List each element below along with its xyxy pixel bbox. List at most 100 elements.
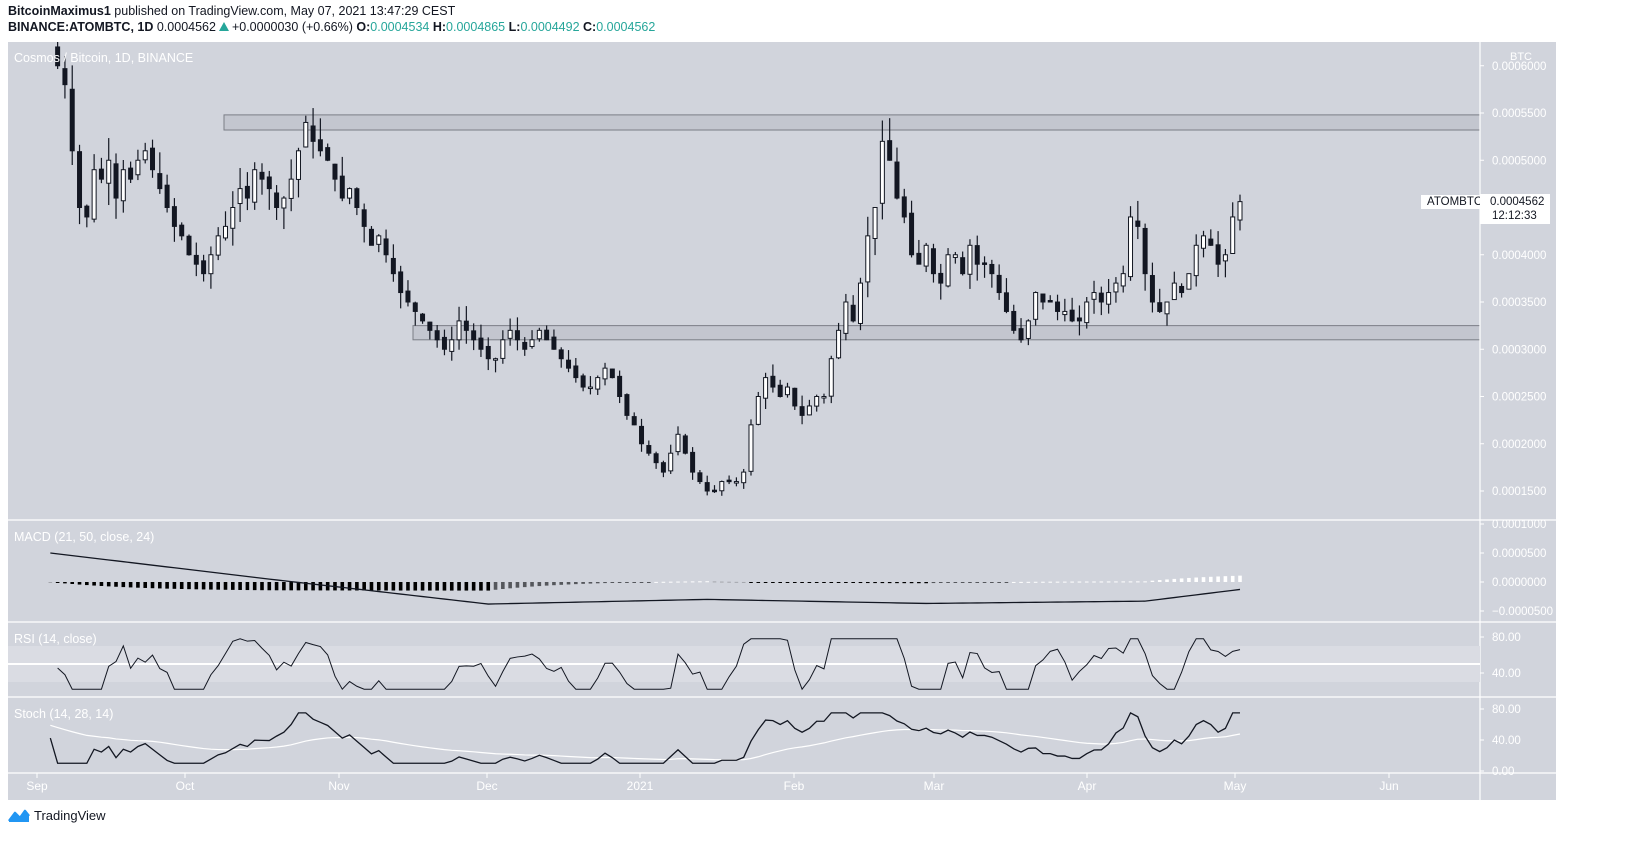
macd-histogram-bar [114, 582, 118, 587]
bull-candle [529, 339, 535, 347]
pane-separators[interactable] [8, 42, 1556, 800]
macd-histogram-bar [785, 582, 790, 583]
bear-candle [471, 330, 477, 341]
macd-histogram-bar [792, 582, 797, 583]
macd-histogram-bar [99, 582, 104, 586]
macd-histogram-bar [515, 582, 520, 588]
bull-candle [602, 367, 608, 380]
bear-candle [1208, 238, 1214, 246]
bull-candle [828, 358, 834, 397]
macd-histogram-bar [902, 582, 907, 584]
price-change: +0.0000030 (+0.66%) [231, 20, 353, 34]
macd-histogram-bar [1092, 581, 1096, 583]
macd-histogram-bar [406, 582, 410, 591]
macd-histogram-bar [1179, 578, 1184, 582]
macd-histogram-bar [1223, 576, 1228, 582]
macd-histogram-bar [917, 582, 921, 584]
bear-candle [1149, 275, 1155, 303]
macd-histogram-bar [814, 582, 819, 583]
macd-histogram-bar [209, 582, 213, 590]
macd-histogram-bar [296, 582, 301, 591]
bear-candle [1003, 292, 1009, 312]
macd-histogram-bar [245, 582, 250, 591]
macd-histogram-bar [493, 582, 498, 590]
bear-candle [274, 192, 280, 208]
macd-histogram-bar [274, 582, 279, 591]
last-price-value: 0.0004562 [1490, 196, 1545, 208]
time-tick-label: Jun [1379, 779, 1398, 793]
indicator-tick-label: 80.00 [1492, 632, 1521, 644]
resistance-zone [223, 114, 1481, 131]
bear-candle [982, 262, 988, 265]
bull-candle [675, 433, 681, 453]
macd-histogram-bar [1143, 581, 1147, 583]
macd-histogram-bar [1209, 576, 1213, 582]
bull-candle [733, 481, 739, 484]
price-tick-label: 0.0003500 [1492, 297, 1546, 309]
macd-legend[interactable]: MACD (21, 50, close, 24) [14, 530, 155, 544]
bear-candle [551, 336, 557, 350]
price-axis[interactable]: 0.0006000 0.0005500 0.0005000 0.0004000 0.00… [1480, 61, 1553, 778]
time-axis[interactable]: Sep Oct Nov Dec 2021 Feb Mar Apr May Jun [26, 773, 1399, 793]
bear-candle [405, 290, 411, 303]
chart-canvas[interactable]: 0.0006000 0.0005500 0.0005000 0.0004000 0.00… [8, 42, 1556, 800]
last-price: 0.0004562 [156, 20, 216, 34]
bull-candle [806, 405, 812, 416]
bull-candle [1120, 273, 1126, 287]
macd-histogram-bar [1165, 579, 1169, 582]
macd-histogram-bar [391, 582, 396, 591]
bull-candle [237, 188, 243, 205]
bull-candle [215, 235, 221, 256]
macd-histogram-bar [756, 582, 761, 583]
bear-candle [463, 320, 469, 331]
symbol-price-tag: ATOMBTC [1421, 195, 1489, 209]
bear-candle [777, 384, 783, 398]
bear-candle [544, 329, 550, 341]
bull-candle [923, 244, 929, 267]
high-value: 0.0004865 [446, 20, 506, 34]
stoch-k-line [49, 711, 1240, 764]
macd-histogram-bar [1070, 581, 1074, 583]
macd-histogram-bar [1077, 581, 1082, 583]
rsi-pane [8, 638, 1480, 691]
bull-candle [120, 169, 126, 202]
indicator-tick-label: 0.0000000 [1492, 577, 1546, 589]
macd-histogram-bar [595, 582, 600, 584]
macd-histogram-bar [442, 582, 447, 591]
bear-candle [339, 175, 345, 199]
bull-candle [865, 235, 871, 283]
bull-candle [967, 244, 973, 275]
bull-candle [288, 178, 294, 199]
rsi-legend[interactable]: RSI (14, close) [14, 632, 97, 646]
macd-histogram-bar [909, 582, 914, 584]
macd-histogram-bar [778, 582, 782, 583]
bear-candle [770, 375, 776, 388]
rsi-line [57, 638, 1241, 691]
bear-candle [354, 188, 360, 209]
bull-candle [755, 396, 761, 425]
bear-candle [566, 359, 572, 369]
tradingview-footer[interactable]: TradingView [8, 808, 106, 823]
macd-histogram-bar [1041, 581, 1045, 583]
bear-candle [1215, 244, 1221, 265]
symbol-name: BINANCE:ATOMBTC, 1D [8, 20, 154, 34]
macd-histogram-bar [508, 582, 512, 589]
macd-histogram-bar [734, 581, 739, 583]
macd-histogram-bar [1114, 581, 1118, 583]
macd-histogram-bar [1019, 581, 1023, 583]
publisher-name[interactable]: BitcoinMaximus1 [8, 4, 111, 18]
macd-histogram-bar [997, 582, 1001, 583]
macd-histogram-bar [1055, 581, 1060, 583]
macd-histogram-bar [639, 582, 644, 583]
bull-candle [536, 329, 542, 340]
macd-histogram-bar [968, 582, 972, 583]
stoch-pane [49, 711, 1241, 764]
bear-candle [704, 482, 710, 492]
bear-candle [441, 336, 447, 350]
bear-candle [1040, 293, 1046, 303]
macd-histogram-bar [720, 581, 724, 583]
stoch-legend[interactable]: Stoch (14, 28, 14) [14, 707, 114, 721]
macd-histogram-bar [829, 582, 834, 583]
price-tick-label: 0.0005500 [1492, 108, 1546, 120]
bull-candle [836, 329, 842, 359]
